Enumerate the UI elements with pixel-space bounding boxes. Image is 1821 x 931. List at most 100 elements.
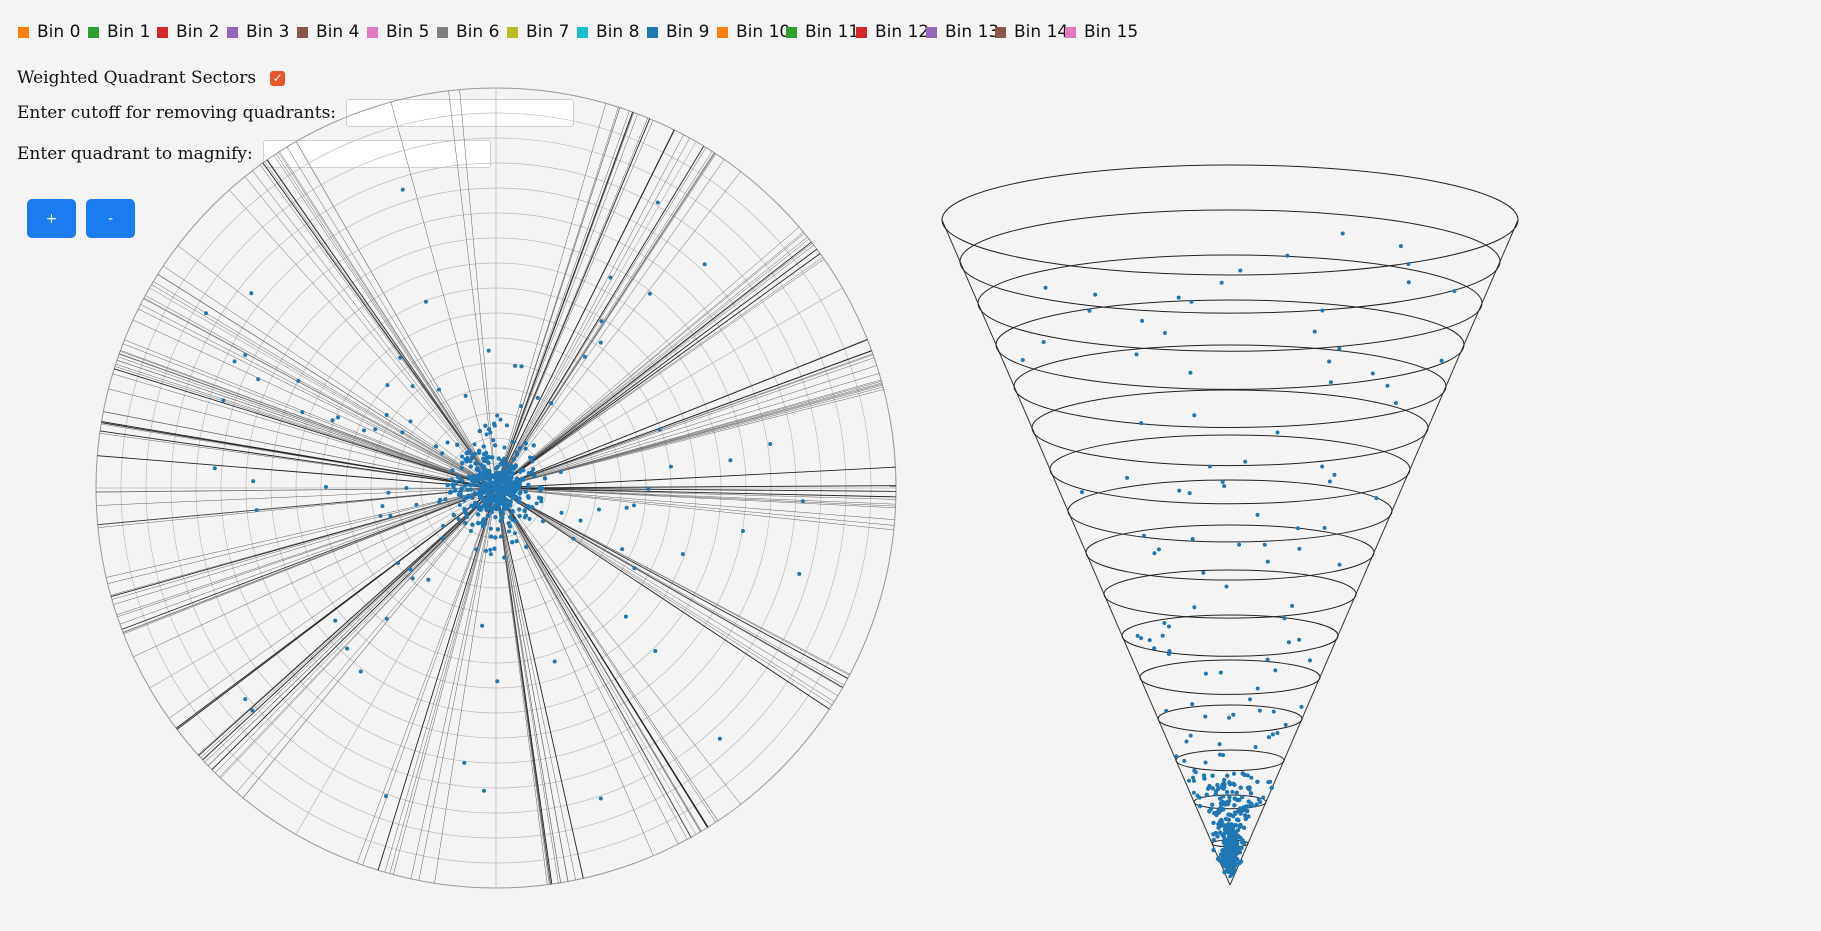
cone-plot[interactable] [925, 150, 1605, 900]
legend-item-bin-11[interactable]: Bin 11 [786, 20, 859, 44]
cone-point [1210, 773, 1215, 778]
polar-sector-line [495, 487, 548, 885]
polar-point [493, 535, 498, 540]
polar-sector-line [97, 487, 497, 526]
cone-point [1225, 801, 1230, 807]
legend-item-bin-14[interactable]: Bin 14 [995, 20, 1068, 44]
legend-item-bin-2[interactable]: Bin 2 [157, 20, 219, 44]
polar-point [501, 501, 507, 506]
polar-sector-line [459, 89, 497, 489]
cone-point [1208, 806, 1214, 812]
cone-level-ellipse [1103, 569, 1357, 619]
legend-label: Bin 7 [526, 22, 570, 42]
polar-point [523, 489, 528, 494]
cone-point [1220, 794, 1226, 799]
polar-quadrant-plot[interactable] [80, 70, 920, 910]
polar-sector-line [495, 487, 692, 838]
legend-swatch [577, 26, 588, 38]
polar-point [451, 512, 457, 518]
cone-point [1269, 785, 1274, 790]
polar-sector-line [116, 360, 497, 489]
zoom-out-button[interactable]: - [86, 199, 135, 238]
polar-point [505, 468, 511, 474]
cone-point [1213, 792, 1218, 797]
polar-point [464, 515, 469, 520]
polar-point [513, 363, 518, 368]
legend-item-bin-8[interactable]: Bin 8 [577, 20, 639, 44]
polar-sector-line [495, 487, 576, 881]
cone-point [1224, 789, 1230, 795]
polar-point [458, 477, 463, 483]
polar-sector-line [495, 350, 872, 489]
polar-point [505, 471, 511, 477]
legend-item-bin-15[interactable]: Bin 15 [1065, 20, 1138, 44]
weighted-sectors-checkbox[interactable]: ✓ [270, 70, 286, 86]
cone-point [1166, 624, 1171, 629]
polar-point [455, 442, 460, 448]
polar-point [467, 493, 472, 499]
polar-point [484, 507, 489, 513]
polar-point [520, 467, 526, 473]
legend-swatch [856, 26, 867, 38]
polar-point [491, 488, 497, 493]
cone-point [1134, 352, 1139, 357]
magnify-input[interactable] [262, 140, 491, 168]
cone-point [1282, 616, 1287, 621]
polar-sector-line [495, 120, 654, 489]
legend-item-bin-1[interactable]: Bin 1 [88, 20, 150, 44]
polar-point [486, 513, 491, 519]
cone-point [1261, 795, 1266, 800]
polar-sector-line [236, 487, 497, 793]
zoom-in-button[interactable]: + [27, 199, 76, 238]
legend-item-bin-7[interactable]: Bin 7 [507, 20, 569, 44]
cone-point [1215, 834, 1220, 839]
polar-point [232, 359, 237, 364]
cone-point [1191, 775, 1196, 780]
polar-point [463, 457, 468, 462]
legend-item-bin-0[interactable]: Bin 0 [18, 20, 80, 44]
polar-point [559, 510, 564, 515]
polar-sector-line [495, 354, 874, 489]
cone-point [1211, 820, 1216, 825]
cone-point [1213, 830, 1219, 836]
legend-swatch [647, 26, 658, 38]
polar-sector-line [252, 170, 497, 489]
polar-point [510, 495, 516, 500]
polar-point [481, 458, 487, 463]
legend-item-bin-12[interactable]: Bin 12 [856, 20, 929, 44]
cone-point [1297, 637, 1302, 642]
polar-point [717, 736, 722, 741]
polar-point [484, 489, 490, 495]
polar-point [410, 576, 415, 581]
polar-point [495, 527, 501, 532]
polar-point [488, 526, 493, 531]
polar-point [583, 354, 588, 359]
cone-point [1217, 796, 1223, 801]
legend-item-bin-10[interactable]: Bin 10 [717, 20, 790, 44]
polar-point [495, 485, 501, 490]
cone-point [1235, 834, 1241, 839]
legend-item-bin-5[interactable]: Bin 5 [367, 20, 429, 44]
polar-point [513, 464, 519, 469]
polar-point [454, 480, 459, 485]
polar-sector-line [143, 297, 497, 489]
polar-point [517, 445, 523, 451]
legend-item-bin-13[interactable]: Bin 13 [926, 20, 999, 44]
polar-point [510, 439, 515, 444]
cone-point [1043, 285, 1048, 290]
polar-point [460, 454, 465, 459]
legend-label: Bin 11 [805, 22, 860, 42]
weighted-sectors-row: Weighted Quadrant Sectors ✓ [17, 66, 286, 90]
polar-sector-line [495, 487, 830, 710]
polar-point [504, 461, 510, 466]
polar-point [472, 442, 477, 447]
polar-point [468, 487, 474, 492]
cone-point [1207, 464, 1212, 469]
legend-item-bin-6[interactable]: Bin 6 [437, 20, 499, 44]
polar-point [492, 482, 498, 488]
legend-item-bin-9[interactable]: Bin 9 [647, 20, 709, 44]
legend-item-bin-3[interactable]: Bin 3 [227, 20, 289, 44]
polar-point [499, 534, 504, 539]
cone-point [1162, 620, 1167, 625]
legend-item-bin-4[interactable]: Bin 4 [297, 20, 359, 44]
